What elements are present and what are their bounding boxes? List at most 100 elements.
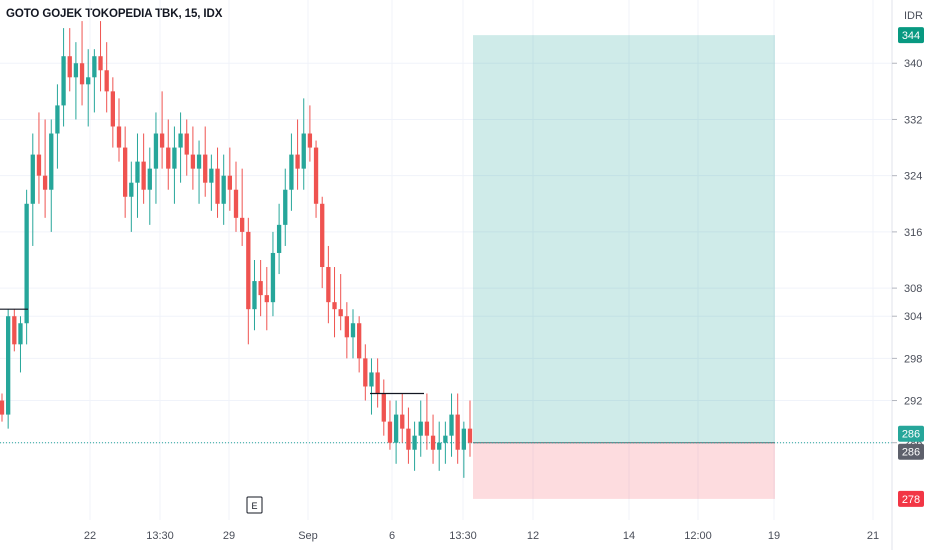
x-tick-label: 29 <box>223 530 235 542</box>
candle-body <box>264 295 269 303</box>
y-tick-label: 316 <box>904 227 922 239</box>
candle-body <box>110 91 115 127</box>
candle-body <box>153 133 159 169</box>
candle-body <box>289 154 294 190</box>
candle-body <box>135 161 140 183</box>
earnings-marker-box[interactable] <box>246 496 263 514</box>
candle-body <box>92 56 97 78</box>
earnings-marker[interactable]: E <box>246 496 263 514</box>
candle-body <box>240 217 245 232</box>
candle-body <box>320 203 325 268</box>
candle-body <box>252 281 257 310</box>
candle-body <box>141 161 146 190</box>
candle-body <box>203 154 208 183</box>
candle-body <box>301 133 306 169</box>
candle-body <box>73 63 79 78</box>
candle-body <box>258 281 263 296</box>
candle-body <box>381 393 386 422</box>
candle-body <box>363 358 368 387</box>
candle-body <box>369 372 374 387</box>
x-tick-label: 21 <box>867 530 879 542</box>
candle-body <box>190 154 196 169</box>
candle-body <box>18 323 23 345</box>
candle-body <box>6 316 11 415</box>
candle-body <box>443 435 448 443</box>
candles-group <box>0 21 473 478</box>
candle-body <box>326 267 331 303</box>
candle-body <box>276 224 282 253</box>
candle-body <box>221 175 226 204</box>
candle-body <box>24 203 29 324</box>
candle-body <box>98 56 103 71</box>
earnings-marker-label: E <box>251 501 257 511</box>
symbol-title: GOTO GOJEK TOKOPEDIA TBK, 15, IDX <box>6 8 223 20</box>
candle-body <box>461 428 466 450</box>
stop-loss-zone[interactable] <box>473 442 775 499</box>
candle-body <box>295 154 300 169</box>
x-tick-label: 12 <box>527 530 539 542</box>
candle-body <box>42 175 48 190</box>
candle-body <box>350 323 356 338</box>
y-tick-label: 340 <box>904 58 922 70</box>
candle-body <box>437 442 442 450</box>
candle-body <box>79 63 85 85</box>
candle-body <box>12 316 17 345</box>
price-badge <box>898 443 924 460</box>
price-badge <box>898 27 924 44</box>
x-tick-label: 6 <box>389 530 395 542</box>
price-badge-label: 286 <box>902 447 920 459</box>
candle-body <box>418 421 423 436</box>
candle-body <box>406 428 411 450</box>
candle-body <box>209 168 214 183</box>
y-tick-label: 304 <box>904 311 922 323</box>
price-badge-label: 286 <box>902 429 920 441</box>
candle-body <box>129 182 134 197</box>
x-tick-label: 13:30 <box>146 530 174 542</box>
x-tick-label: Sep <box>298 530 318 542</box>
candle-body <box>313 147 319 204</box>
candle-body <box>104 70 109 92</box>
candle-body <box>307 133 313 148</box>
y-tick-label: 292 <box>904 396 922 408</box>
candle-body <box>178 133 183 148</box>
x-tick-label: 12:00 <box>684 530 712 542</box>
candle-body <box>283 189 288 225</box>
take-profit-zone[interactable] <box>473 35 775 443</box>
candle-body <box>196 154 202 169</box>
candle-body <box>338 309 343 317</box>
x-tick-label: 13:30 <box>449 530 477 542</box>
x-tick-label: 22 <box>84 530 96 542</box>
candle-body <box>467 428 473 443</box>
candle-body <box>387 421 393 443</box>
y-axis-ticks[interactable]: 340 332 324 316 308 304 298 292 286 <box>892 58 922 450</box>
price-badge-label: 278 <box>902 494 920 506</box>
candle-body <box>375 372 380 394</box>
candle-body <box>116 126 122 148</box>
candle-body <box>332 302 337 310</box>
price-badge <box>898 425 924 442</box>
candle-body <box>344 316 349 338</box>
candle-body <box>61 56 66 106</box>
candle-body <box>215 168 220 204</box>
candle-body <box>357 323 362 359</box>
candle-body <box>0 400 5 415</box>
candle-body <box>166 147 171 169</box>
candle-body <box>449 414 454 436</box>
candle-body <box>246 231 251 310</box>
candle-body <box>86 77 91 85</box>
candle-body <box>227 175 232 190</box>
candle-body <box>412 435 417 450</box>
candle-body <box>55 105 60 134</box>
candle-body <box>147 168 152 190</box>
candle-body <box>30 154 35 204</box>
candle-body <box>270 252 276 303</box>
candle-body <box>430 435 436 450</box>
y-tick-label: 332 <box>904 114 922 126</box>
x-tick-label: 19 <box>768 530 780 542</box>
candle-body <box>159 133 165 148</box>
x-axis-ticks[interactable]: 22 13:30 29 Sep 6 13:30 12 14 12:00 19 21 <box>84 530 879 542</box>
y-tick-label: 324 <box>904 171 922 183</box>
x-tick-label: 14 <box>623 530 635 542</box>
candle-body <box>67 56 72 78</box>
